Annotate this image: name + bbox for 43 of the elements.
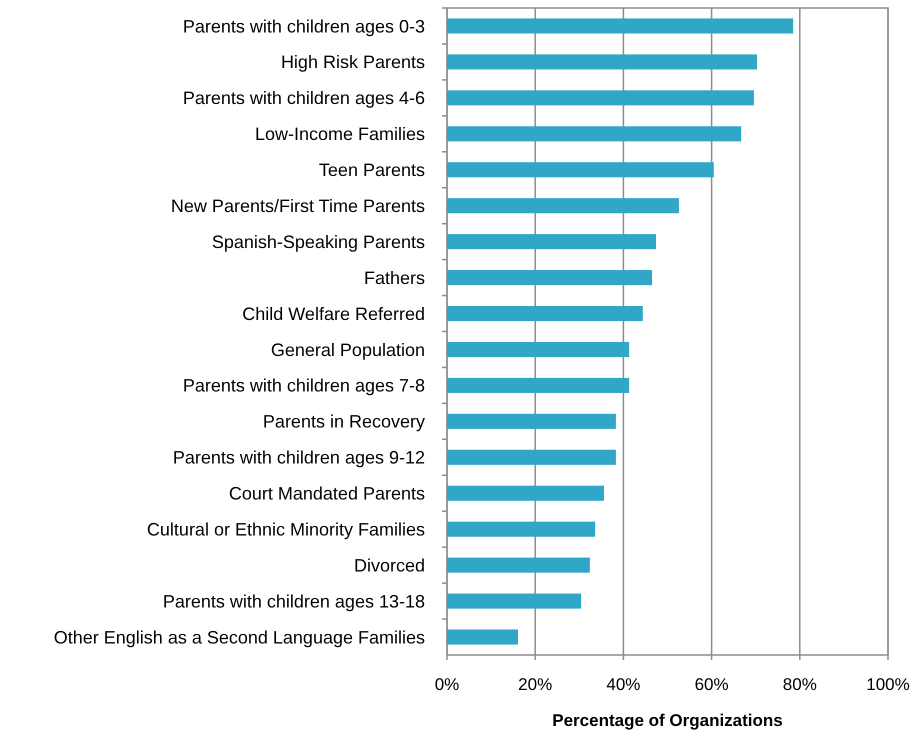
y-tick-label: Parents with children ages 13-18 xyxy=(162,591,425,612)
x-tick-label: 20% xyxy=(518,675,552,694)
y-tick-label: Spanish-Speaking Parents xyxy=(212,232,425,252)
x-tick-label: 60% xyxy=(694,675,729,694)
y-tick-label: Cultural or Ethnic Minority Families xyxy=(146,519,425,540)
y-tick-label: General Population xyxy=(270,340,425,360)
bar xyxy=(447,54,758,70)
y-tick-label: Parents with children ages 4-6 xyxy=(182,88,425,108)
bar xyxy=(447,198,679,214)
y-tick-label: Parents with children ages 9-12 xyxy=(172,448,425,468)
bar xyxy=(447,18,794,34)
bar xyxy=(447,90,754,106)
bar xyxy=(447,306,643,322)
bar xyxy=(447,234,656,250)
bar xyxy=(447,126,742,142)
bar xyxy=(447,270,652,286)
y-tick-label: Fathers xyxy=(364,268,425,288)
y-tick-label: Teen Parents xyxy=(318,160,425,180)
x-tick-label: 80% xyxy=(782,675,817,694)
bar xyxy=(447,378,630,393)
y-tick-label: Parents in Recovery xyxy=(262,412,425,432)
bar xyxy=(447,486,604,501)
y-tick-label: Parents with children ages 0-3 xyxy=(182,16,425,36)
x-axis-title: Percentage of Organizations xyxy=(552,711,783,730)
y-tick-label: Parents with children ages 7-8 xyxy=(182,376,425,396)
y-tick-label: Other English as a Second Language Families xyxy=(54,627,425,648)
x-tick-label: 100% xyxy=(866,675,910,694)
x-tick-label: 0% xyxy=(434,675,460,694)
bar xyxy=(447,594,582,609)
y-tick-label: Court Mandated Parents xyxy=(228,484,425,504)
bar xyxy=(447,522,596,537)
y-tick-label: High Risk Parents xyxy=(280,52,425,72)
bar xyxy=(447,162,714,178)
bar xyxy=(447,629,518,645)
bar xyxy=(447,558,590,573)
y-tick-label: New Parents/First Time Parents xyxy=(170,196,425,216)
x-tick-label: 40% xyxy=(606,675,640,694)
bar xyxy=(447,342,630,358)
bar xyxy=(447,450,616,465)
y-tick-label: Divorced xyxy=(354,555,425,576)
y-tick-label: Child Welfare Referred xyxy=(242,304,425,324)
bar xyxy=(447,414,616,429)
y-tick-label: Low-Income Families xyxy=(254,124,425,144)
